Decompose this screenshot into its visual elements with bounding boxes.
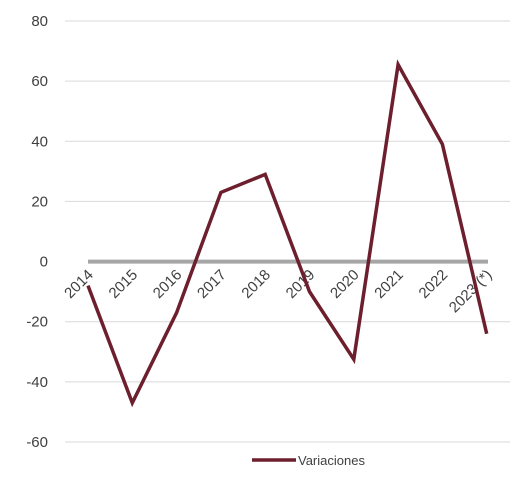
x-tick-label: 2017 [194,266,230,302]
y-tick-label: 60 [31,73,48,90]
y-axis: 80 60 40 20 0 -20 -40 -60 [26,13,48,451]
series-line-variaciones [86,59,489,408]
y-tick-label: 40 [31,133,48,150]
y-tick-label: -60 [26,434,48,451]
x-axis: 2014 2015 2016 2017 2018 2019 2020 2021 20222023… [61,266,495,316]
legend-label-variaciones: Variaciones [298,453,365,468]
legend: Variaciones [252,453,365,468]
x-tick-label: 2021 [371,266,407,302]
y-tick-label: 80 [31,13,48,30]
gridlines [65,20,510,443]
x-tick-label: 2016 [150,266,186,302]
x-tick-label: 2022 [416,266,452,302]
y-tick-label: 0 [40,254,48,271]
y-tick-label: -20 [26,314,48,331]
y-tick-label: 20 [31,193,48,210]
series-group [86,59,489,408]
x-tick-label: 2015 [106,266,142,302]
x-tick-label: 2023 (*) [446,266,496,316]
x-tick-label: 2020 [327,266,363,302]
x-tick-label: 2018 [238,266,274,302]
y-tick-label: -40 [26,374,48,391]
